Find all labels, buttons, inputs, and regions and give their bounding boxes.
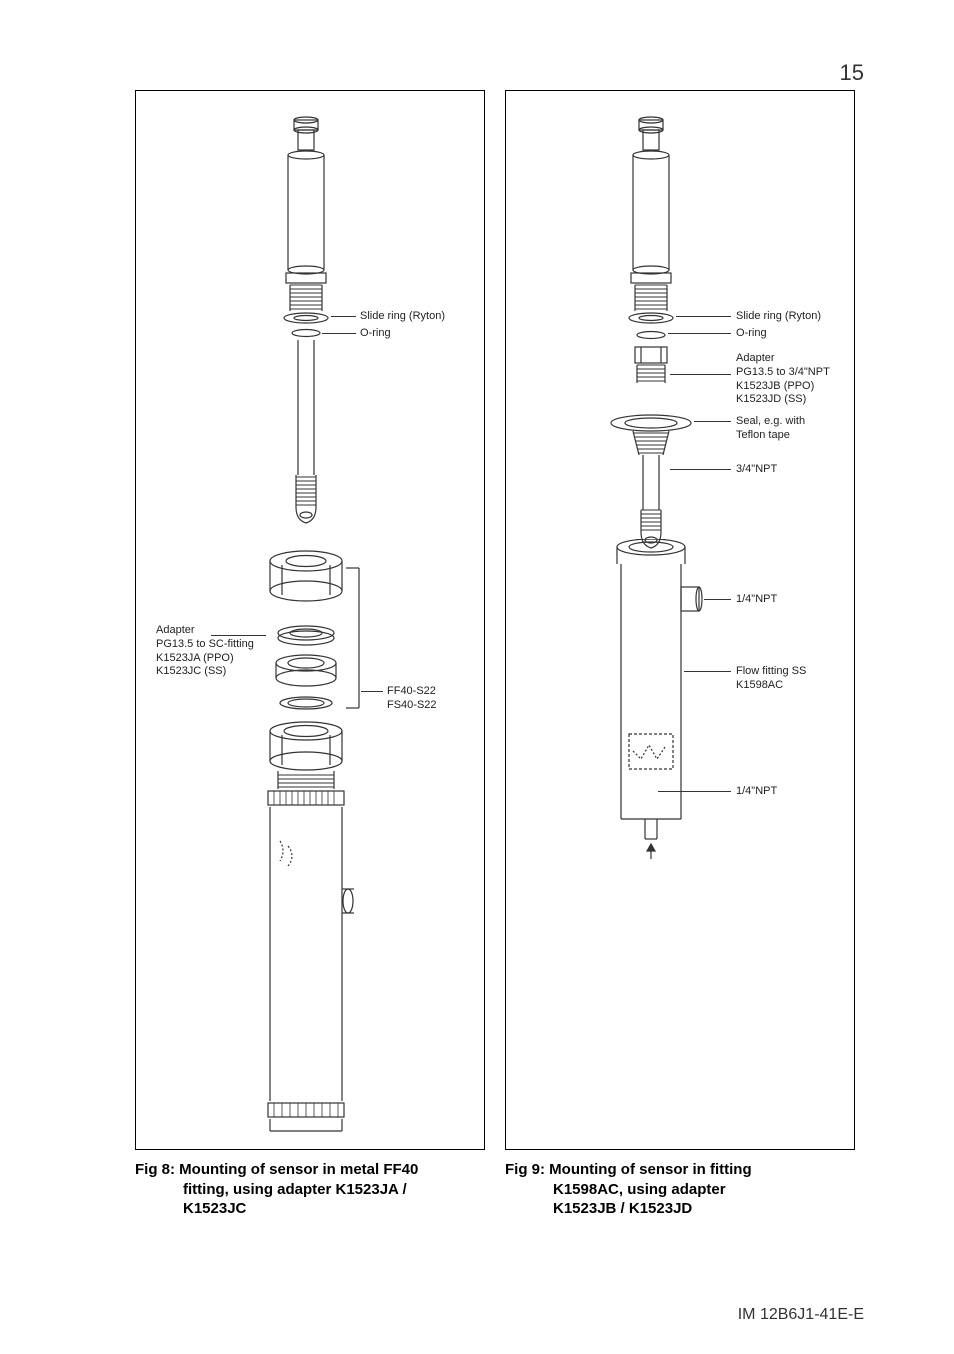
caption-line2-r: K1598AC, using adapter <box>505 1180 855 1200</box>
fitting-body-diagram <box>226 771 386 1150</box>
sensor-upper-diagram <box>246 115 366 535</box>
adapter-line4: K1523JC (SS) <box>156 665 226 677</box>
adapter-line4-r: K1523JD (SS) <box>736 393 806 405</box>
leader-line <box>684 671 731 672</box>
adapter-label-r: Adapter PG13.5 to 3/4"NPT K1523JB (PPO) … <box>736 352 830 407</box>
caption-line3: K1523JC <box>135 1199 485 1219</box>
leader-line <box>331 316 356 317</box>
slide-ring-label: Slide ring (Ryton) <box>360 310 445 324</box>
seal-line2: Teflon tape <box>736 429 790 441</box>
figure-9: Slide ring (Ryton) O-ring Adapter PG13.5… <box>505 90 855 1219</box>
seal-label: Seal, e.g. with Teflon tape <box>736 415 805 443</box>
figure-8-box: Slide ring (Ryton) O-ring <box>135 90 485 1150</box>
npt-34-label: 3/4"NPT <box>736 463 777 477</box>
flow-fitting-diagram <box>581 539 721 879</box>
caption-line3-r: K1523JB / K1523JD <box>505 1199 855 1219</box>
flow-line1: Flow fitting SS <box>736 665 806 677</box>
document-id: IM 12B6J1-41E-E <box>738 1306 864 1324</box>
figure-8: Slide ring (Ryton) O-ring <box>135 90 485 1219</box>
adapter-title-r: Adapter <box>736 352 775 364</box>
flow-line2: K1598AC <box>736 679 783 691</box>
adapter-exploded-diagram <box>236 543 376 773</box>
fitting-line1: FF40-S22 <box>387 685 436 697</box>
adapter-line3-r: K1523JB (PPO) <box>736 380 814 392</box>
figure-8-caption: Fig 8: Mounting of sensor in metal FF40 … <box>135 1160 485 1219</box>
npt-14-upper-label: 1/4"NPT <box>736 593 777 607</box>
adapter-line2: PG13.5 to SC-fitting <box>156 638 254 650</box>
o-ring-label-r: O-ring <box>736 327 767 341</box>
sensor-right-diagram <box>591 115 711 555</box>
figure-9-caption: Fig 9: Mounting of sensor in fitting K15… <box>505 1160 855 1219</box>
npt-14-lower-label: 1/4"NPT <box>736 785 777 799</box>
leader-line <box>670 469 731 470</box>
o-ring-label: O-ring <box>360 327 391 341</box>
page-number: 15 <box>840 60 864 86</box>
seal-line1: Seal, e.g. with <box>736 415 805 427</box>
leader-line <box>322 333 356 334</box>
adapter-line3: K1523JA (PPO) <box>156 652 234 664</box>
adapter-title: Adapter <box>156 624 195 636</box>
caption-line2: fitting, using adapter K1523JA / <box>135 1180 485 1200</box>
leader-line <box>676 316 731 317</box>
fitting-label: FF40-S22 FS40-S22 <box>387 685 437 713</box>
caption-line1-r: Fig 9: Mounting of sensor in fitting <box>505 1160 855 1180</box>
leader-line <box>670 374 731 375</box>
figure-9-box: Slide ring (Ryton) O-ring Adapter PG13.5… <box>505 90 855 1150</box>
figures-container: Slide ring (Ryton) O-ring <box>135 90 855 1219</box>
leader-line <box>361 691 383 692</box>
slide-ring-label-r: Slide ring (Ryton) <box>736 310 821 324</box>
leader-line <box>658 791 731 792</box>
adapter-label: Adapter PG13.5 to SC-fitting K1523JA (PP… <box>156 624 254 679</box>
caption-line1: Fig 8: Mounting of sensor in metal FF40 <box>135 1160 485 1180</box>
flow-fitting-label: Flow fitting SS K1598AC <box>736 665 806 693</box>
adapter-line2-r: PG13.5 to 3/4"NPT <box>736 366 830 378</box>
fitting-line2: FS40-S22 <box>387 699 437 711</box>
leader-line <box>704 599 731 600</box>
leader-line <box>668 333 731 334</box>
leader-line <box>694 421 731 422</box>
